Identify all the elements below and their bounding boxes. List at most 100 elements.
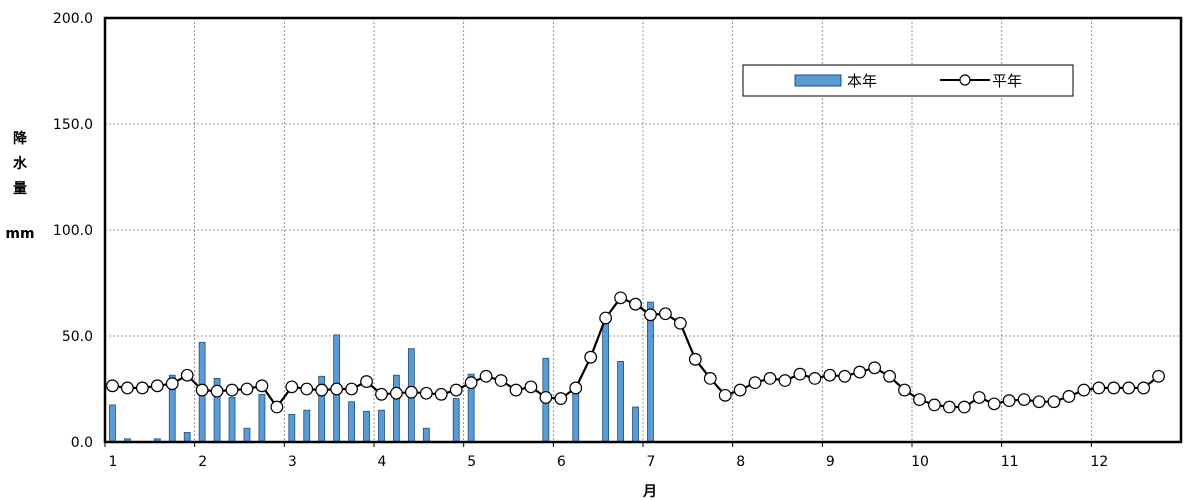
- legend-bar-label: 本年: [847, 72, 877, 90]
- line-marker: [106, 379, 119, 393]
- line-marker: [210, 384, 224, 398]
- line-marker: [868, 361, 882, 375]
- line-marker: [778, 374, 792, 387]
- line-marker: [195, 383, 209, 397]
- line-marker: [270, 400, 284, 414]
- bar: [378, 409, 385, 443]
- y-tick-label: 100.0: [53, 223, 93, 239]
- bar: [647, 301, 654, 443]
- line-marker: [898, 383, 911, 397]
- line-marker: [135, 381, 149, 395]
- line-marker: [434, 387, 448, 401]
- bar: [632, 406, 639, 443]
- bar: [243, 427, 251, 443]
- line-marker: [494, 374, 508, 387]
- y-axis-title-char-2: 水: [13, 155, 28, 172]
- bar: [617, 361, 624, 443]
- line-marker: [404, 385, 418, 399]
- x-axis-title: 月: [642, 484, 657, 500]
- line-marker: [345, 382, 358, 396]
- line-marker: [419, 386, 433, 400]
- x-tick-labels: 1 2 3 4 5 6 7 8 9 10 11 12: [109, 454, 1109, 470]
- legend: 本年 平年: [742, 64, 1074, 97]
- line-marker: [853, 365, 867, 379]
- line-marker: [240, 382, 254, 396]
- line-marker: [539, 391, 553, 404]
- line-marker: [928, 398, 941, 412]
- plot-border: [103, 16, 1183, 444]
- x-tick-label: 10: [911, 454, 929, 470]
- y-tick-label: 200.0: [53, 11, 93, 27]
- x-tick-label: 2: [198, 454, 207, 470]
- y-axis-unit: mm: [5, 226, 34, 242]
- line-marker: [449, 383, 463, 397]
- line-marker: [718, 388, 732, 402]
- bar: [303, 409, 311, 443]
- bar: [452, 398, 460, 443]
- line-marker: [1017, 393, 1031, 407]
- line-marker: [464, 376, 478, 390]
- line-marker: [599, 311, 613, 325]
- grid-layer: [104, 18, 1181, 447]
- line-marker: [823, 368, 837, 382]
- line-marker: [330, 382, 344, 396]
- line-marker: [121, 381, 134, 395]
- line-marker: [1002, 394, 1016, 408]
- bar: [422, 427, 430, 443]
- line-marker: [838, 369, 852, 383]
- bar: [572, 386, 580, 443]
- y-axis-title: 降 水 量 mm: [5, 130, 34, 242]
- line-marker: [524, 380, 538, 394]
- line-layer: [106, 291, 1165, 414]
- line-marker: [703, 372, 717, 385]
- line-marker: [255, 379, 269, 393]
- line-marker: [315, 383, 329, 397]
- bar: [363, 410, 370, 443]
- line-marker: [883, 369, 896, 383]
- bar: [109, 404, 116, 443]
- legend-line-label: 平年: [992, 72, 1022, 90]
- x-tick-label: 1: [109, 454, 118, 470]
- line-marker: [748, 376, 762, 390]
- x-tick-label: 11: [1001, 454, 1019, 470]
- legend-bar-swatch: [794, 74, 842, 87]
- x-tick-label: 3: [288, 454, 297, 470]
- line-marker: [375, 387, 388, 401]
- legend-box: [742, 64, 1074, 97]
- bar: [258, 393, 266, 443]
- y-tick-label: 50.0: [62, 329, 93, 345]
- line-marker: [808, 372, 822, 385]
- y-tick-label: 150.0: [53, 117, 93, 133]
- line-marker: [644, 308, 657, 322]
- y-tick-labels: 0.0 50.0 100.0 150.0 200.0: [53, 11, 93, 451]
- y-axis-title-char-1: 降: [13, 130, 28, 147]
- line-marker: [913, 393, 926, 407]
- line-marker: [733, 383, 747, 397]
- line-marker: [360, 375, 373, 388]
- line-marker: [614, 291, 627, 305]
- legend-line-marker: [959, 74, 971, 86]
- line-marker: [584, 350, 598, 364]
- line-marker: [763, 372, 777, 385]
- line-marker: [165, 377, 179, 391]
- x-tick-label: 6: [557, 454, 566, 470]
- line-marker: [688, 352, 702, 366]
- x-tick-label: 9: [826, 454, 835, 470]
- line-marker: [1092, 381, 1106, 395]
- x-tick-label: 5: [467, 454, 476, 470]
- line-marker: [793, 367, 807, 381]
- line-marker: [1122, 381, 1136, 395]
- line-marker: [629, 297, 642, 311]
- line-marker: [957, 400, 971, 414]
- line-marker: [1107, 381, 1121, 395]
- line-marker: [150, 379, 164, 393]
- plot-frame: [103, 16, 1183, 444]
- bar: [348, 401, 355, 443]
- x-tick-label: 12: [1090, 454, 1108, 470]
- line-marker: [225, 383, 239, 397]
- x-tick-label: 7: [647, 454, 656, 470]
- x-tick-label: 4: [378, 454, 387, 470]
- line-marker: [180, 368, 194, 382]
- line-marker: [509, 383, 523, 397]
